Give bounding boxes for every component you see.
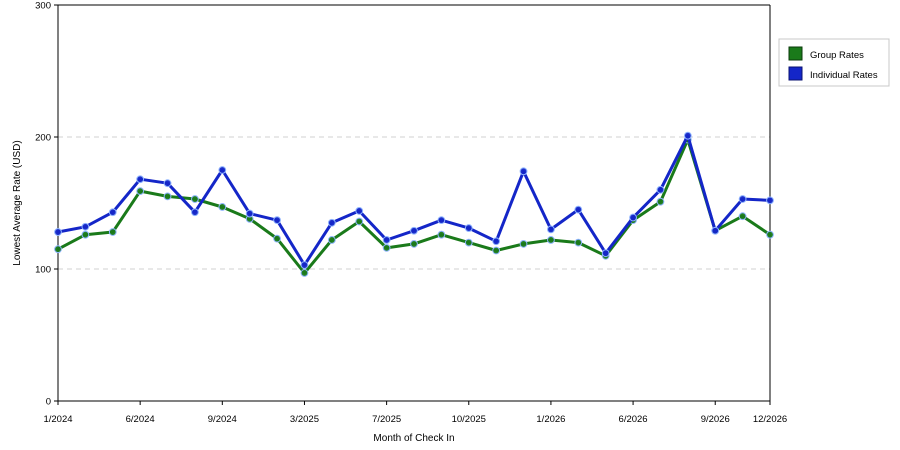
data-point-group-rates xyxy=(218,203,227,211)
legend-label-group-rates: Group Rates xyxy=(810,50,864,61)
data-point-group-rates xyxy=(410,240,418,248)
data-point-group-rates xyxy=(355,217,364,226)
data-point-group-rates xyxy=(492,246,501,255)
data-point-group-rates xyxy=(437,230,446,239)
data-point-individual-rates xyxy=(766,196,774,205)
x-tick-label: 6/2026 xyxy=(619,414,648,425)
x-axis-label: Month of Check In xyxy=(373,433,454,444)
data-point-group-rates xyxy=(766,230,774,239)
x-tick-label: 9/2026 xyxy=(701,414,730,425)
data-point-group-rates xyxy=(108,228,117,236)
data-point-group-rates xyxy=(136,187,145,196)
y-axis-label: Lowest Average Rate (USD) xyxy=(12,140,23,265)
data-point-individual-rates xyxy=(163,179,172,188)
series-lines xyxy=(54,131,774,277)
data-point-group-rates xyxy=(300,269,309,277)
data-point-individual-rates xyxy=(547,225,555,234)
data-point-individual-rates xyxy=(327,218,336,227)
data-point-group-rates xyxy=(519,240,528,248)
series-group-rates xyxy=(54,135,774,277)
series-individual-rates xyxy=(54,131,774,269)
data-point-group-rates xyxy=(574,238,583,247)
legend-label-individual-rates: Individual Rates xyxy=(810,70,878,81)
x-tick-label: 12/2026 xyxy=(753,414,787,425)
data-point-individual-rates xyxy=(191,208,199,217)
data-point-group-rates xyxy=(327,236,336,244)
data-point-individual-rates xyxy=(574,205,583,214)
data-point-individual-rates xyxy=(300,261,309,269)
x-tick-label: 9/2024 xyxy=(208,414,237,425)
data-point-group-rates xyxy=(382,243,391,252)
data-point-individual-rates xyxy=(81,222,90,231)
x-ticks: 1/2024 6/2024 9/2024 3/2025 7/2025 10/2025 1/2… xyxy=(43,401,787,425)
gridlines xyxy=(58,136,770,270)
data-point-group-rates xyxy=(547,236,555,244)
data-point-group-rates xyxy=(273,234,281,243)
data-point-individual-rates xyxy=(492,237,501,246)
axes xyxy=(57,4,771,402)
data-point-individual-rates xyxy=(601,249,610,258)
y-tick-label: 300 xyxy=(35,1,51,12)
data-point-group-rates xyxy=(191,195,199,203)
data-point-group-rates xyxy=(81,230,90,239)
x-tick-label: 10/2025 xyxy=(452,414,486,425)
x-tick-label: 1/2026 xyxy=(536,414,565,425)
x-tick-label: 1/2024 xyxy=(43,414,72,425)
data-point-individual-rates xyxy=(108,208,117,217)
data-point-group-rates xyxy=(738,212,747,221)
data-point-individual-rates xyxy=(245,209,254,218)
y-tick-label: 200 xyxy=(35,133,51,144)
x-tick-label: 7/2025 xyxy=(372,414,401,425)
data-point-individual-rates xyxy=(136,175,145,184)
data-point-group-rates xyxy=(656,197,665,206)
y-tick-label: 100 xyxy=(35,265,51,276)
legend-swatch-group-rates xyxy=(788,46,803,61)
data-point-individual-rates xyxy=(738,195,747,203)
y-ticks: 0 100 200 300 xyxy=(35,1,58,408)
data-point-individual-rates xyxy=(464,224,473,232)
data-point-individual-rates xyxy=(683,131,692,140)
data-point-individual-rates xyxy=(273,216,281,225)
data-point-group-rates xyxy=(464,238,473,247)
data-point-individual-rates xyxy=(410,226,418,235)
data-point-individual-rates xyxy=(519,167,528,176)
legend-swatch-individual-rates xyxy=(788,66,803,81)
x-tick-label: 6/2024 xyxy=(126,414,155,425)
data-point-individual-rates xyxy=(437,216,446,225)
data-point-group-rates xyxy=(54,245,62,254)
legend: Group Rates Individual Rates xyxy=(778,38,890,87)
y-tick-label: 0 xyxy=(46,397,51,408)
data-point-individual-rates xyxy=(54,228,62,236)
data-point-individual-rates xyxy=(382,236,391,244)
data-point-individual-rates xyxy=(711,226,720,235)
series-line-group-rates xyxy=(56,138,772,275)
data-point-group-rates xyxy=(163,192,172,201)
x-tick-label: 3/2025 xyxy=(290,414,319,425)
data-point-individual-rates xyxy=(355,207,364,215)
data-point-individual-rates xyxy=(218,166,227,174)
data-point-individual-rates xyxy=(629,213,637,222)
data-point-individual-rates xyxy=(656,185,665,194)
